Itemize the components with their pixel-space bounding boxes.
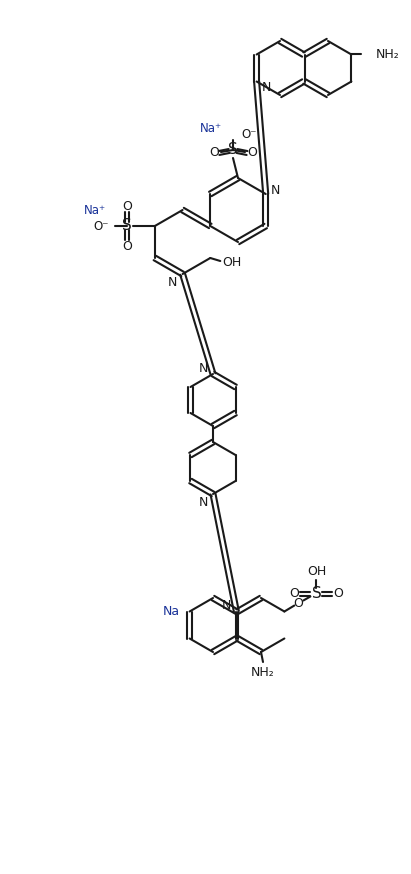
Text: O: O bbox=[333, 587, 343, 600]
Text: OH: OH bbox=[223, 255, 242, 268]
Text: N: N bbox=[168, 275, 177, 288]
Text: O: O bbox=[209, 147, 219, 159]
Text: N: N bbox=[199, 496, 208, 509]
Text: Na⁺: Na⁺ bbox=[200, 121, 222, 135]
Text: OH: OH bbox=[307, 565, 326, 578]
Text: O: O bbox=[122, 239, 132, 253]
Text: S: S bbox=[312, 586, 321, 601]
Text: S: S bbox=[122, 218, 132, 233]
Text: NH₂: NH₂ bbox=[251, 665, 275, 678]
Text: S: S bbox=[228, 142, 238, 157]
Text: N: N bbox=[222, 599, 231, 612]
Text: O: O bbox=[122, 199, 132, 212]
Text: O: O bbox=[293, 597, 303, 610]
Text: O⁻: O⁻ bbox=[93, 220, 109, 233]
Text: N: N bbox=[262, 81, 271, 94]
Text: O⁻: O⁻ bbox=[241, 128, 256, 141]
Text: N: N bbox=[199, 362, 208, 374]
Text: Na⁺: Na⁺ bbox=[84, 204, 106, 217]
Text: N: N bbox=[271, 184, 280, 197]
Text: NH₂: NH₂ bbox=[375, 48, 399, 61]
Text: O: O bbox=[289, 587, 299, 600]
Text: O: O bbox=[247, 147, 257, 159]
Text: Na: Na bbox=[163, 605, 180, 618]
